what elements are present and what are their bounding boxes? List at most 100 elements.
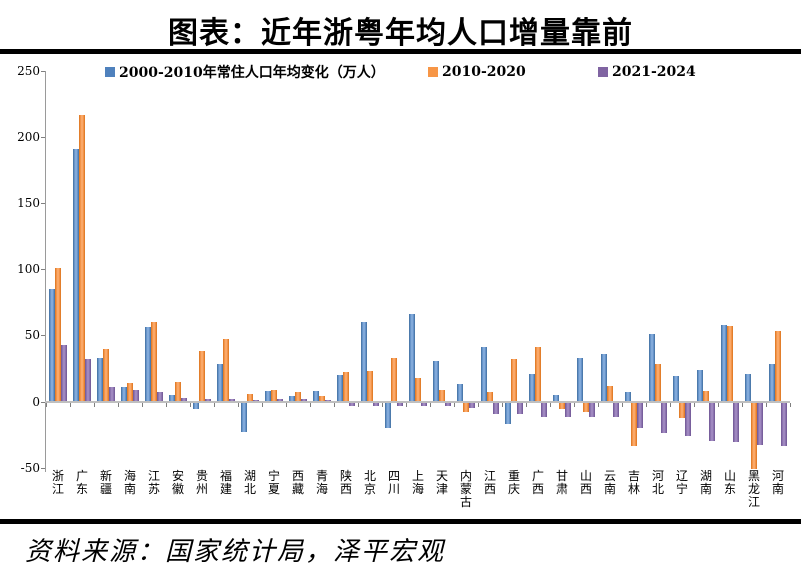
x-tick-char: 徽: [171, 482, 184, 496]
bar-2010-2020-甘肃: [559, 402, 565, 410]
x-tick-char: 西: [483, 482, 496, 496]
x-tick-label: 青海: [314, 470, 330, 496]
x-tick-char: 北: [363, 469, 376, 483]
x-tick-char: 建: [219, 482, 232, 496]
bar-2021-2024-内蒙古: [469, 402, 475, 408]
bar-2000-2010-江苏: [145, 327, 151, 402]
bar-2010-2020-陕西: [343, 372, 349, 402]
bottom-divider-rule: [0, 519, 801, 524]
x-tick-label: 天津: [434, 470, 450, 496]
bar-2000-2010-海南: [121, 386, 127, 402]
x-tick-label: 西藏: [290, 470, 306, 496]
x-tick-char: 苏: [147, 482, 160, 496]
x-tick-char: 辽: [675, 469, 688, 483]
bar-2021-2024-辽宁: [685, 402, 691, 436]
x-tick-mark: [310, 402, 311, 407]
x-tick-label: 辽宁: [674, 470, 690, 496]
x-tick-char: 北: [243, 482, 256, 496]
x-tick-label: 内蒙古: [458, 470, 474, 509]
legend-item[interactable]: 2021-2024: [598, 63, 696, 81]
x-tick-mark: [94, 402, 95, 407]
x-tick-mark: [670, 402, 671, 407]
bar-2021-2024-河南: [781, 402, 787, 447]
legend-item[interactable]: 2000-2010年常住人口年均变化（万人）: [105, 63, 385, 81]
x-tick-char: 四: [387, 469, 400, 483]
x-tick-label: 河北: [650, 470, 666, 496]
x-tick-char: 江: [747, 495, 760, 509]
bar-2021-2024-上海: [421, 402, 427, 407]
x-tick-mark: [502, 402, 503, 407]
x-tick-char: 浙: [51, 469, 64, 483]
bar-2000-2010-青海: [313, 390, 319, 402]
x-tick-mark: [382, 402, 383, 407]
x-tick-mark: [286, 402, 287, 407]
x-tick-char: 甘: [555, 469, 568, 483]
bar-2021-2024-重庆: [517, 402, 523, 415]
x-tick-char: 海: [411, 482, 424, 496]
x-tick-mark: [214, 402, 215, 407]
bar-2000-2010-广东: [73, 148, 79, 402]
legend-label: 2000-2010年常住人口年均变化（万人）: [119, 65, 385, 81]
x-tick-char: 宁: [267, 469, 280, 483]
bar-2021-2024-北京: [373, 402, 379, 407]
bar-2010-2020-河南: [775, 331, 781, 402]
x-tick-char: 天: [435, 469, 448, 483]
x-tick-label: 海南: [122, 470, 138, 496]
bar-2010-2020-湖南: [703, 390, 709, 402]
x-tick-char: 龙: [747, 482, 760, 496]
legend-label: 2021-2024: [612, 64, 696, 80]
x-tick-char: 南: [771, 482, 784, 496]
x-tick-char: 蒙: [459, 482, 472, 496]
x-tick-mark: [454, 402, 455, 407]
bar-2021-2024-江西: [493, 402, 499, 415]
bar-2000-2010-安徽: [169, 394, 175, 402]
bar-2021-2024-湖北: [253, 400, 259, 402]
y-tick-label: 150: [17, 196, 40, 211]
x-tick-char: 京: [363, 482, 376, 496]
x-tick-label: 重庆: [506, 470, 522, 496]
bar-2000-2010-内蒙古: [457, 384, 463, 402]
x-tick-mark: [46, 402, 47, 407]
bar-2010-2020-北京: [367, 371, 373, 402]
y-tick-label: -50: [20, 460, 40, 475]
bar-2010-2020-内蒙古: [463, 402, 469, 412]
x-tick-char: 庆: [507, 482, 520, 496]
bar-2021-2024-甘肃: [565, 402, 571, 418]
bar-2000-2010-河北: [649, 334, 655, 402]
x-tick-char: 西: [339, 482, 352, 496]
x-tick-mark: [742, 402, 743, 407]
bar-2021-2024-安徽: [181, 397, 187, 402]
bar-2000-2010-陕西: [337, 375, 343, 402]
bar-2000-2010-山西: [577, 357, 583, 402]
bar-2021-2024-天津: [445, 402, 451, 407]
legend-swatch: [598, 67, 608, 77]
x-tick-mark: [598, 402, 599, 407]
bar-2000-2010-广西: [529, 373, 535, 402]
bar-2010-2020-福建: [223, 339, 229, 402]
x-tick-label: 甘肃: [554, 470, 570, 496]
bar-2021-2024-青海: [325, 400, 331, 402]
bar-2010-2020-吉林: [631, 402, 637, 447]
bar-2000-2010-天津: [433, 360, 439, 402]
x-tick-char: 安: [171, 469, 184, 483]
bar-2000-2010-河南: [769, 364, 775, 402]
bar-2010-2020-重庆: [511, 359, 517, 402]
legend-item[interactable]: 2010-2020: [428, 63, 526, 81]
bar-2000-2010-黑龙江: [745, 373, 751, 402]
bar-2000-2010-新疆: [97, 357, 103, 402]
x-tick-char: 东: [75, 482, 88, 496]
bar-2000-2010-山东: [721, 324, 727, 402]
x-tick-mark: [70, 402, 71, 407]
bar-2000-2010-西藏: [289, 396, 295, 402]
bar-2000-2010-甘肃: [553, 394, 559, 402]
x-tick-label: 河南: [770, 470, 786, 496]
x-tick-mark: [430, 402, 431, 407]
bar-2010-2020-宁夏: [271, 389, 277, 402]
bar-2000-2010-湖北: [241, 402, 247, 432]
chart-title: 图表：近年浙粤年均人口增量靠前: [168, 16, 633, 51]
x-tick-mark: [190, 402, 191, 407]
x-tick-mark: [142, 402, 143, 407]
x-tick-char: 西: [291, 469, 304, 483]
x-tick-char: 重: [507, 469, 520, 483]
y-tick-mark: [41, 335, 45, 337]
